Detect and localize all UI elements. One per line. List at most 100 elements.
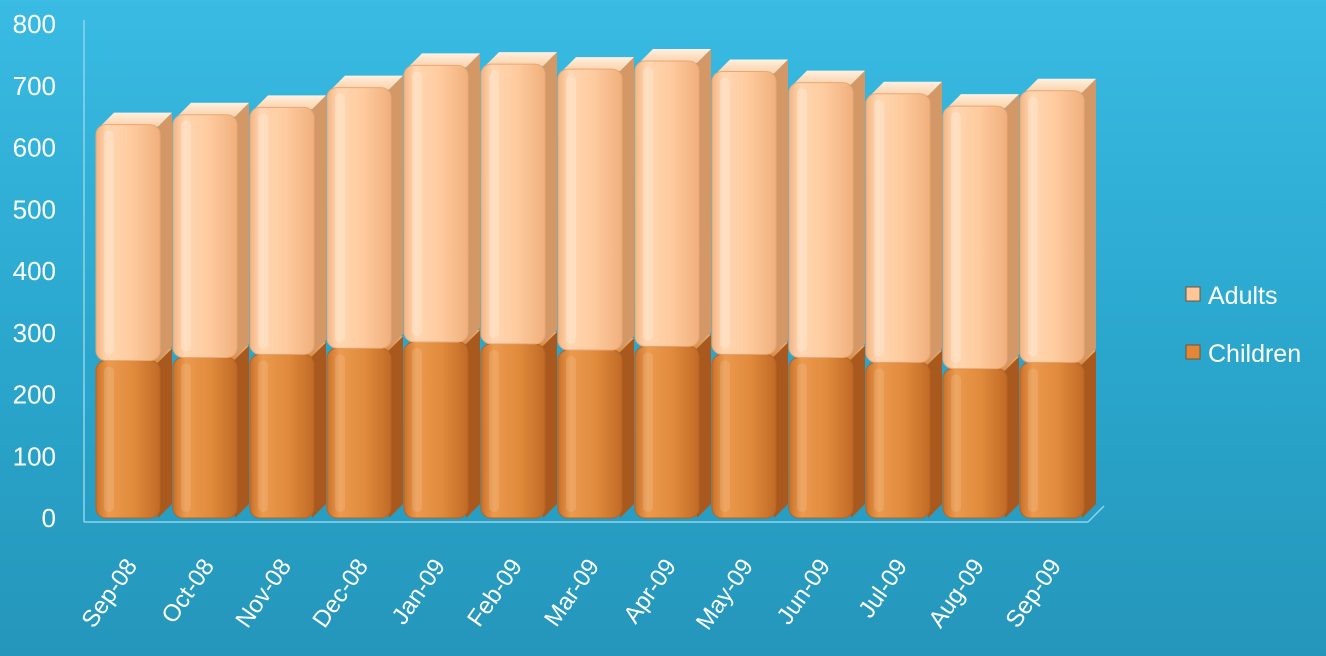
bar-highlight	[643, 67, 653, 341]
bar-highlight	[258, 360, 268, 512]
bar-top-face	[331, 75, 403, 90]
bar-segment-children	[557, 338, 634, 519]
bar-segment-children	[95, 348, 172, 519]
bar-front-face	[1019, 90, 1085, 363]
bar-side-face	[466, 330, 480, 518]
bar-side-face	[620, 338, 634, 518]
bar-side-face	[1082, 78, 1096, 363]
bar-front-face	[942, 105, 1008, 370]
bar-highlight	[412, 348, 422, 512]
bar-segment-adults	[557, 57, 634, 351]
x-category-label: Jul-09	[853, 554, 913, 623]
bar-top-face	[1024, 78, 1096, 93]
bar-highlight	[643, 352, 653, 512]
bar-front-face	[634, 60, 700, 347]
bar-highlight	[335, 93, 345, 343]
x-category-label: Sep-08	[76, 554, 143, 633]
bar-stack	[557, 57, 634, 519]
bar-top-face	[485, 52, 557, 67]
bar-side-face	[1082, 350, 1096, 518]
bar-highlight	[181, 120, 191, 352]
x-category-label: Nov-08	[230, 554, 296, 633]
bar-highlight	[104, 130, 114, 355]
x-category-label: Feb-09	[462, 554, 528, 632]
bar-front-face	[249, 106, 315, 355]
bar-stack	[942, 94, 1019, 519]
x-category-label: Apr-09	[618, 554, 681, 629]
bar-side-face	[851, 345, 865, 518]
bar-side-face	[774, 342, 788, 518]
bar-front-face	[865, 93, 931, 363]
bar-side-face	[1005, 94, 1019, 369]
bar-stack	[788, 70, 865, 519]
bar-segment-adults	[403, 53, 480, 343]
bar-side-face	[928, 81, 942, 363]
bar-side-face	[389, 336, 403, 518]
bar-side-face	[851, 70, 865, 358]
bar-top-face	[100, 112, 172, 127]
bar-stack	[172, 102, 249, 519]
bar-side-face	[543, 331, 557, 518]
bar-highlight	[566, 356, 576, 512]
bar-stack	[711, 59, 788, 519]
bar-segment-children	[942, 356, 1019, 519]
bar-top-face	[408, 53, 480, 68]
x-category-label: Jun-09	[772, 554, 836, 630]
bar-side-face	[1005, 356, 1019, 518]
legend-label: Adults	[1208, 282, 1277, 310]
bar-front-face	[711, 71, 777, 355]
bar-top-face	[254, 95, 326, 110]
x-axis-labels: Sep-08 Oct-08 Nov-08 Dec-08 Jan-09 Feb-09 Mar-…	[76, 554, 1067, 635]
bar-segment-children	[788, 345, 865, 519]
bar-highlight	[258, 113, 268, 349]
bar-stack	[326, 75, 403, 519]
bar-front-face	[403, 64, 469, 343]
x-category-label: Mar-09	[539, 554, 605, 632]
legend: Adults Children	[1185, 282, 1301, 368]
bar-side-face	[774, 59, 788, 355]
bar-highlight	[335, 354, 345, 512]
bar-segment-children	[326, 336, 403, 519]
bar-stack	[1019, 78, 1096, 519]
bar-front-face	[557, 68, 623, 351]
bar-highlight	[104, 366, 114, 512]
bar-side-face	[158, 348, 172, 518]
bar-front-face	[326, 87, 392, 349]
bar-segment-adults	[634, 49, 711, 347]
bar-stack	[634, 49, 711, 519]
bar-segment-children	[1019, 350, 1096, 519]
floor-depth-line	[1087, 505, 1105, 523]
bar-segment-adults	[942, 94, 1019, 370]
y-tick-label: 100	[13, 441, 56, 471]
bar-segment-children	[403, 330, 480, 519]
bar-front-face	[172, 114, 238, 358]
bar-highlight	[1028, 96, 1038, 357]
bar-stack	[865, 81, 942, 519]
bar-segment-adults	[480, 52, 557, 345]
y-tick-label: 700	[13, 71, 56, 101]
bar-highlight	[951, 112, 961, 363]
bar-front-face	[480, 63, 546, 345]
bar-highlight	[412, 71, 422, 337]
bar-top-face	[947, 94, 1019, 109]
y-tick-label: 400	[13, 256, 56, 286]
bar-side-face	[543, 52, 557, 344]
bar-top-face	[562, 57, 634, 72]
bar-segment-adults	[1019, 78, 1096, 363]
bar-top-face	[177, 102, 249, 117]
bar-side-face	[312, 342, 326, 518]
bar-highlight	[874, 368, 884, 512]
y-tick-label: 300	[13, 318, 56, 348]
bar-side-face	[235, 102, 249, 358]
bar-side-face	[466, 53, 480, 343]
y-axis-ticks: 0 100 200 300 400 500 600 700 800	[13, 9, 56, 533]
y-tick-label: 600	[13, 133, 56, 163]
bar-segment-adults	[249, 95, 326, 355]
bar-top-face	[716, 59, 788, 74]
x-category-label: Dec-08	[307, 554, 373, 633]
x-category-label: Sep-09	[1000, 554, 1067, 633]
bar-front-face	[788, 82, 854, 358]
bar-highlight	[797, 363, 807, 512]
x-category-label: May-09	[691, 554, 759, 635]
bar-highlight	[874, 99, 884, 357]
